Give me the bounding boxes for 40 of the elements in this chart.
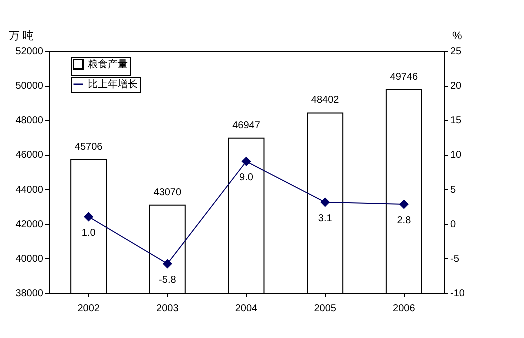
x-tick-label: 2005: [314, 304, 337, 314]
y2-tick-label: 0: [450, 219, 456, 230]
data-label: 3.1: [318, 213, 333, 224]
y2-tick-label: 15: [450, 116, 462, 127]
data-label: 1.0: [82, 228, 96, 239]
y-axis-title: 万 吨: [8, 30, 34, 42]
y2-axis-title: %: [452, 30, 462, 42]
y-tick-label: 38000: [16, 288, 44, 300]
x-tick-label: 2003: [156, 304, 180, 314]
point: [320, 198, 330, 207]
point: [400, 200, 409, 209]
x-tick-label: 2004: [235, 304, 258, 314]
data-label: 43070: [154, 187, 182, 198]
legend-label: 粮食产量: [88, 58, 128, 70]
y-tick-label: 46000: [16, 150, 44, 162]
data-label: 9.0: [240, 172, 254, 184]
y2-tick-label: -5: [450, 254, 460, 265]
x-tick-label: 2002: [78, 304, 100, 314]
data-label: 2.8: [397, 215, 412, 226]
data-label: 46947: [232, 120, 261, 132]
y-tick-label: 48000: [16, 116, 44, 127]
y2-tick-label: 20: [450, 81, 462, 92]
y-tick-label: 52000: [16, 46, 44, 58]
legend-label: 比上年增长: [88, 78, 138, 90]
data-label: 48402: [311, 95, 340, 106]
point: [242, 157, 251, 166]
point: [84, 212, 94, 222]
y2-tick-label: 25: [450, 46, 462, 58]
data-label: 49746: [390, 72, 419, 83]
y2-tick-label: 10: [450, 150, 462, 162]
x-tick-label: 2006: [393, 304, 416, 314]
y2-tick-label: -10: [450, 288, 466, 300]
data-label: -5.8: [159, 274, 177, 286]
y-tick-label: 42000: [16, 219, 44, 230]
y2-tick-label: 5: [450, 184, 456, 196]
y-tick-label: 44000: [16, 184, 44, 196]
y-tick-label: 50000: [16, 81, 44, 92]
data-label: 45706: [74, 142, 104, 153]
y-tick-label: 40000: [16, 254, 44, 265]
point: [163, 260, 172, 268]
